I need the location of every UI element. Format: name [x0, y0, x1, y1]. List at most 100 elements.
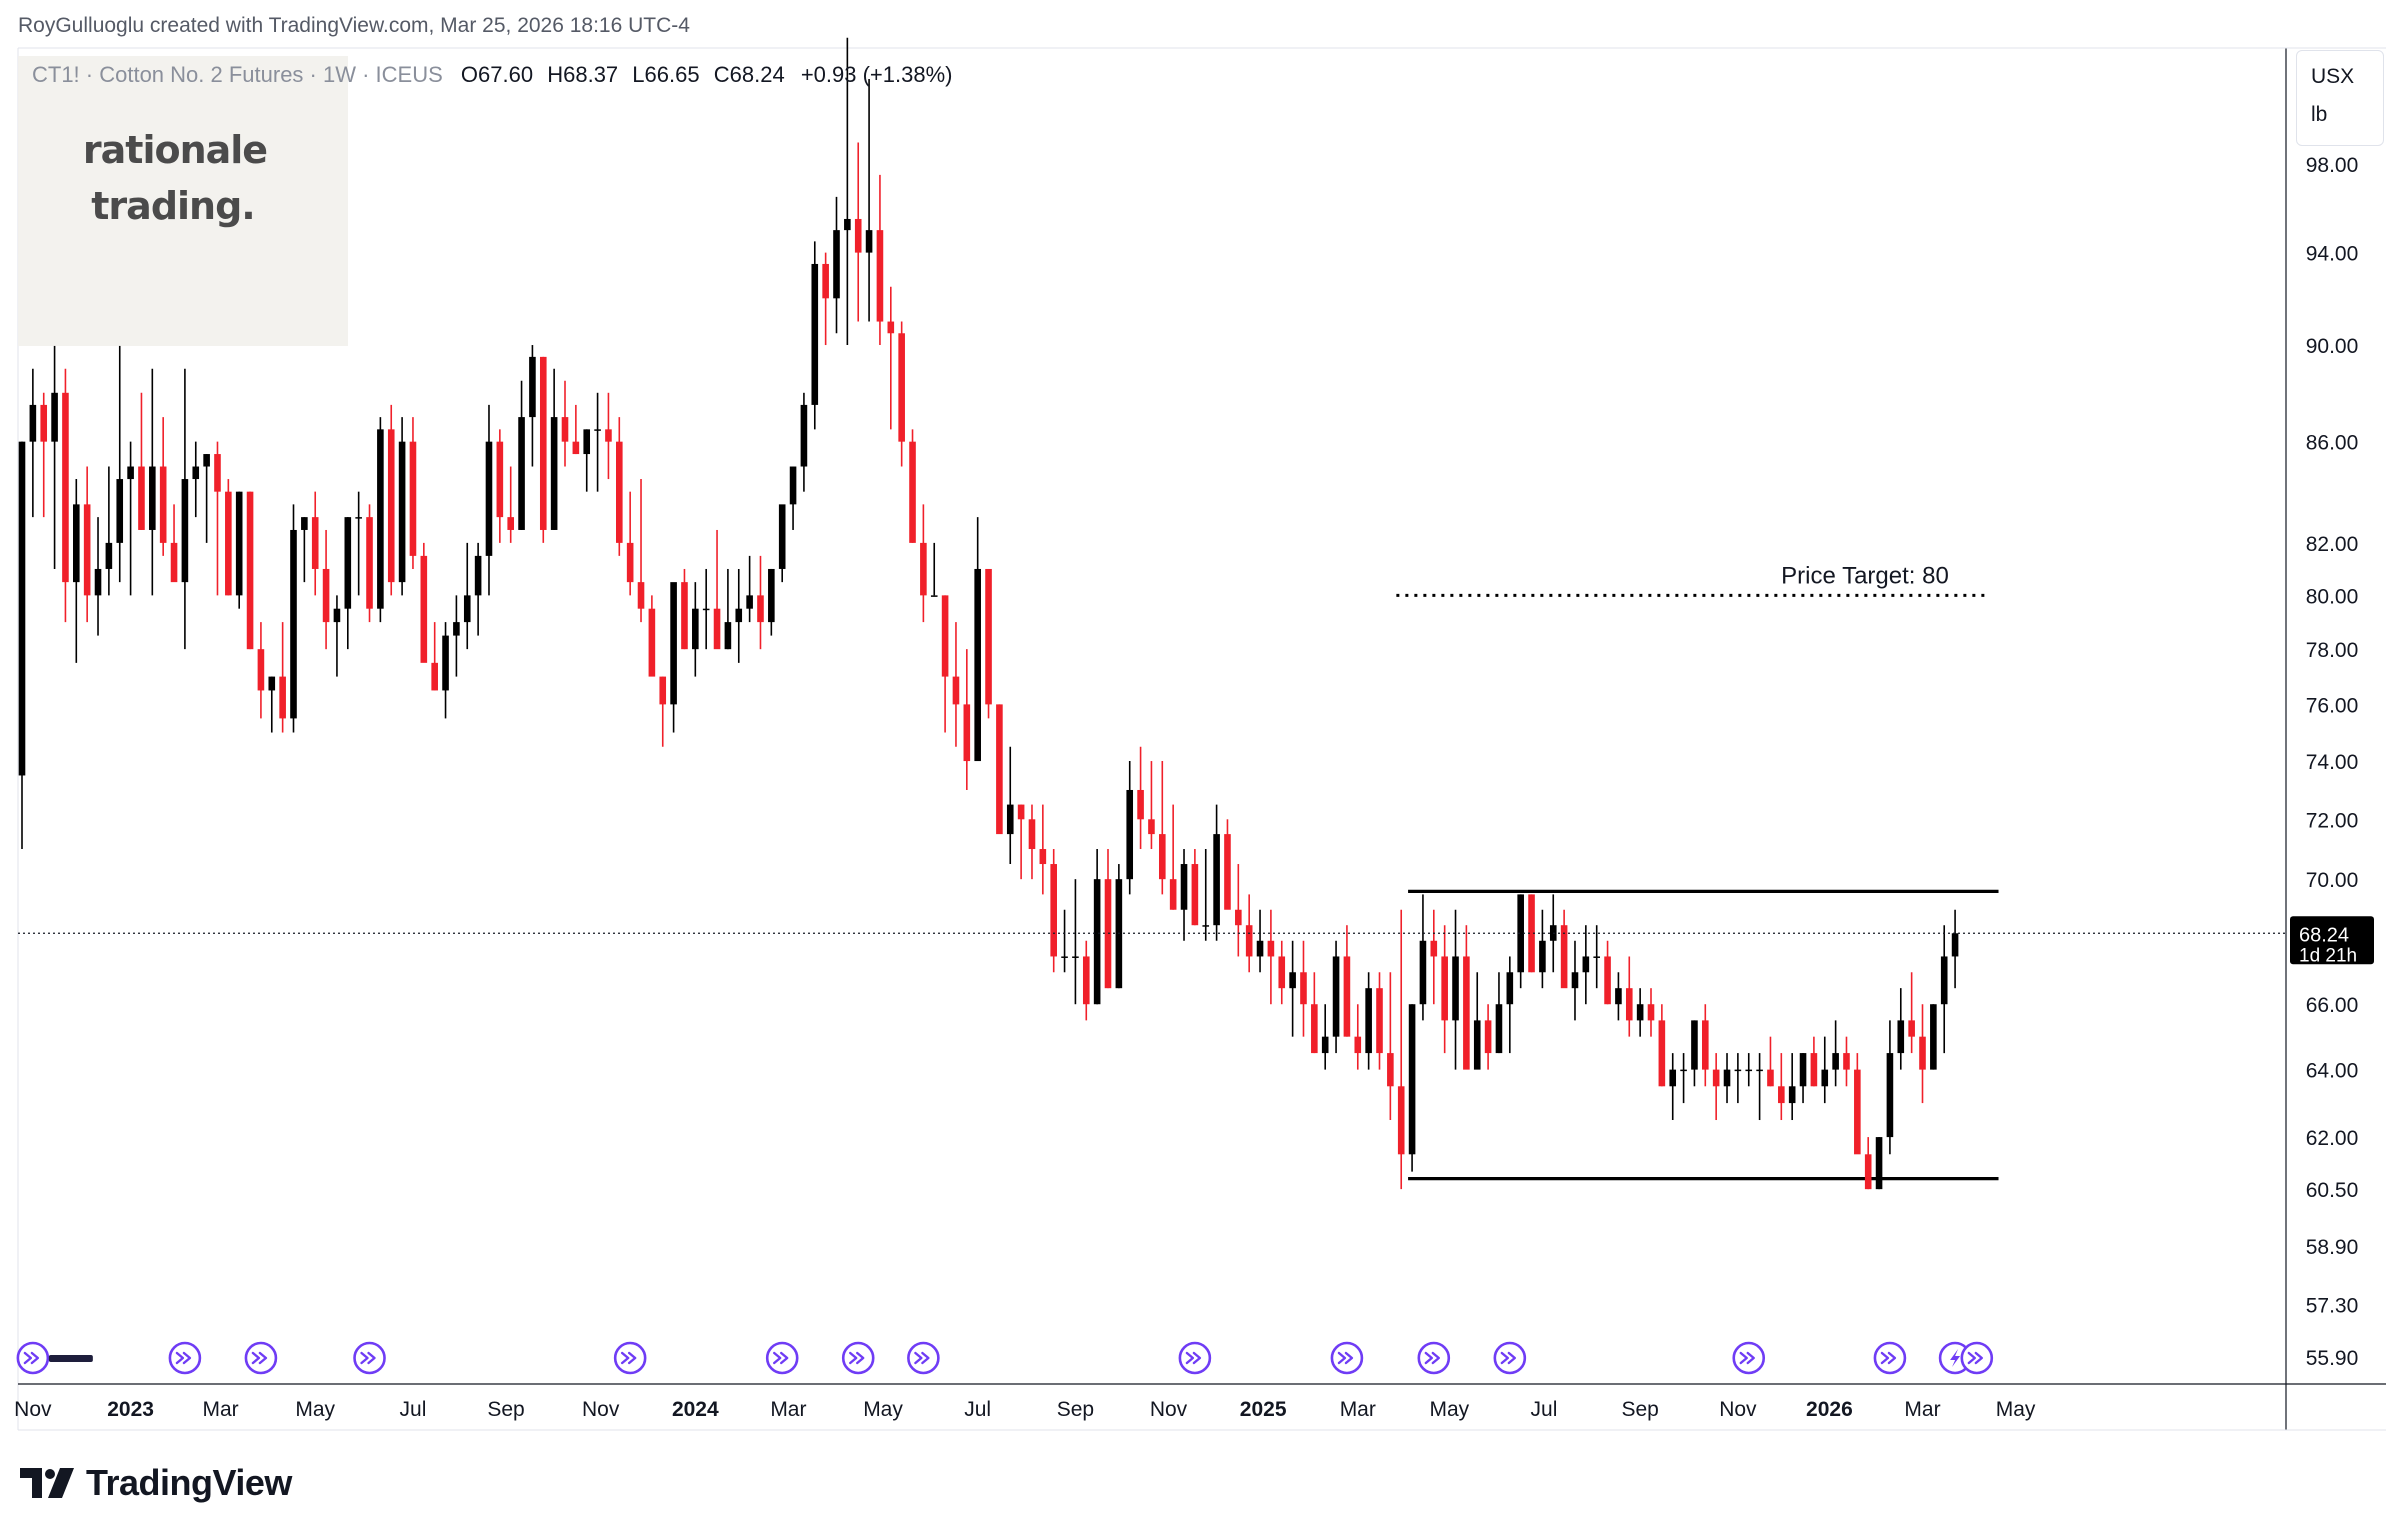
event-marker[interactable] — [16, 1341, 50, 1375]
event-marker[interactable] — [1960, 1341, 1994, 1375]
symbol-name[interactable]: CT1! · Cotton No. 2 Futures · 1W · ICEUS — [32, 62, 443, 87]
candle-body — [1528, 894, 1535, 973]
candle-body — [1843, 1053, 1850, 1070]
event-marker[interactable] — [765, 1341, 799, 1375]
candle-body — [1332, 956, 1340, 1037]
candle-body — [876, 230, 884, 322]
event-marker[interactable] — [1732, 1341, 1766, 1375]
x-axis[interactable]: Nov 2023 Mar May Jul Sep Nov 2024 Mar May Jul Sep No… — [14, 1398, 2036, 1421]
x-tick-label: Nov — [1150, 1398, 1188, 1421]
candle-body — [1560, 925, 1568, 989]
candle-body — [735, 608, 743, 623]
candle-body — [1810, 1053, 1818, 1087]
candle-body — [844, 218, 851, 231]
price-target-label: Price Target: 80 — [1781, 562, 1949, 589]
symbol-legend[interactable]: CT1! · Cotton No. 2 Futures · 1W · ICEUS… — [32, 62, 952, 88]
candle-body — [1875, 1137, 1883, 1190]
candle-body — [1864, 1154, 1872, 1190]
candle-body — [1723, 1069, 1731, 1087]
candle-body — [1702, 1020, 1709, 1070]
candle-body — [1539, 940, 1546, 973]
candle-body — [257, 649, 265, 691]
event-markers[interactable] — [16, 1341, 1994, 1375]
candle-body — [83, 504, 91, 596]
candle-body — [181, 479, 189, 583]
event-marker[interactable] — [353, 1341, 386, 1375]
unit-label[interactable]: lb — [2311, 103, 2328, 126]
candle-body — [463, 595, 471, 623]
event-marker[interactable] — [1493, 1341, 1527, 1375]
event-marker[interactable] — [907, 1341, 940, 1375]
currency-label[interactable]: USX — [2311, 65, 2355, 88]
candle-body — [344, 517, 352, 609]
candle-body — [963, 704, 971, 762]
y-tick-label: 70.00 — [2306, 869, 2359, 892]
candle-body — [1300, 972, 1307, 1005]
candle-body — [51, 392, 58, 442]
x-tick-label: Mar — [202, 1398, 238, 1421]
candle-body — [377, 429, 384, 609]
candle-body — [409, 441, 417, 556]
candle-body — [1658, 1020, 1666, 1087]
candle-body — [670, 582, 677, 705]
candle-body — [1235, 909, 1242, 926]
candle-body — [246, 491, 254, 650]
candle-body — [1756, 1069, 1763, 1072]
event-group-bar[interactable] — [48, 1355, 93, 1362]
high-label: H — [547, 62, 564, 87]
candle-body — [366, 517, 373, 609]
x-tick-label: Mar — [1340, 1398, 1376, 1421]
candle-body — [1311, 1004, 1318, 1054]
event-marker[interactable] — [1178, 1341, 1212, 1375]
event-marker[interactable] — [613, 1341, 647, 1375]
candle-body — [1691, 1020, 1698, 1070]
candle-body — [702, 608, 710, 611]
y-tick-label: 94.00 — [2306, 243, 2359, 266]
y-tick-label: 80.00 — [2306, 585, 2359, 608]
candle-body — [431, 662, 438, 691]
candle-body — [62, 392, 69, 583]
event-marker[interactable] — [244, 1341, 278, 1375]
y-tick-label: 90.00 — [2306, 335, 2359, 358]
event-marker[interactable] — [1417, 1341, 1451, 1375]
x-tick-label: 2025 — [1240, 1398, 1287, 1421]
candle-body — [94, 568, 102, 596]
candle-body — [1452, 956, 1459, 1021]
tradingview-brand[interactable]: TradingView — [20, 1462, 292, 1504]
watermark-line2: trading. — [91, 184, 255, 228]
candle-body — [1376, 988, 1383, 1054]
price-tag-value: 68.24 — [2299, 924, 2349, 946]
candle-body — [1397, 1086, 1405, 1155]
candle-body — [974, 568, 981, 762]
event-marker[interactable] — [1873, 1341, 1907, 1375]
candle-body — [1669, 1069, 1677, 1087]
candle-body — [539, 356, 547, 530]
candle-body — [1615, 988, 1622, 1005]
candle-body — [1343, 956, 1351, 1037]
candle-body — [1148, 819, 1155, 835]
candle-body — [1126, 789, 1134, 880]
currency-unit-selector[interactable]: USX lb — [2296, 50, 2384, 146]
event-marker[interactable] — [168, 1341, 202, 1375]
y-tick-label: 82.00 — [2306, 533, 2359, 556]
candle-body — [887, 321, 895, 334]
candle-body — [1213, 834, 1220, 926]
y-tick-label: 58.90 — [2306, 1236, 2359, 1259]
candle-body — [355, 517, 362, 519]
y-axis[interactable]: 98.00 94.00 90.00 86.00 82.00 80.00 78.00 76.00… — [2306, 154, 2359, 1370]
candle-body — [1930, 1004, 1937, 1070]
candle-body — [920, 542, 927, 596]
y-tick-label: 66.00 — [2306, 994, 2359, 1017]
candle-body — [322, 568, 330, 623]
candle-body — [279, 676, 286, 719]
y-tick-label: 57.30 — [2306, 1295, 2359, 1318]
candle-body — [1267, 940, 1275, 957]
x-tick-label: Sep — [1057, 1398, 1094, 1421]
event-marker[interactable] — [841, 1341, 875, 1375]
candle-body — [930, 595, 938, 597]
x-tick-label: Nov — [14, 1398, 52, 1421]
event-marker[interactable] — [1330, 1341, 1364, 1375]
y-tick-label: 74.00 — [2306, 751, 2359, 774]
